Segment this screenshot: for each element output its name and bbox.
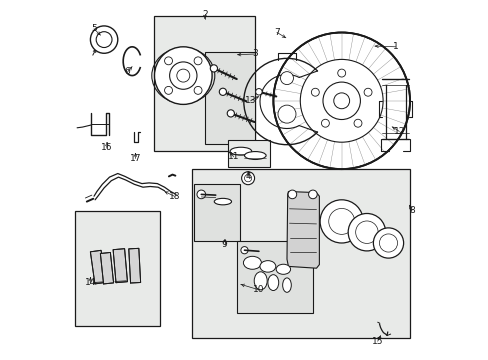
Text: 5: 5	[91, 24, 97, 33]
Circle shape	[320, 200, 363, 243]
Ellipse shape	[214, 198, 231, 205]
Circle shape	[90, 26, 118, 53]
Circle shape	[337, 69, 345, 77]
Circle shape	[379, 234, 397, 252]
Circle shape	[227, 110, 234, 117]
Text: 3: 3	[252, 49, 258, 58]
Ellipse shape	[282, 278, 291, 292]
Circle shape	[164, 57, 172, 65]
Bar	[194, 184, 240, 241]
Circle shape	[273, 32, 409, 169]
Circle shape	[194, 57, 202, 65]
Ellipse shape	[254, 272, 266, 290]
Polygon shape	[128, 248, 141, 283]
Circle shape	[300, 59, 382, 142]
Circle shape	[355, 221, 377, 243]
Circle shape	[308, 190, 317, 199]
Ellipse shape	[276, 264, 290, 274]
Ellipse shape	[267, 275, 278, 291]
Circle shape	[277, 105, 295, 123]
Polygon shape	[286, 192, 319, 268]
Circle shape	[194, 86, 202, 94]
Circle shape	[241, 172, 254, 185]
Bar	[154, 16, 255, 151]
Text: 18: 18	[168, 192, 180, 201]
Circle shape	[154, 47, 212, 104]
Ellipse shape	[244, 152, 265, 159]
Circle shape	[197, 190, 205, 199]
Circle shape	[328, 208, 354, 234]
Circle shape	[287, 190, 296, 199]
Text: 12: 12	[393, 127, 404, 136]
Circle shape	[364, 88, 371, 96]
Circle shape	[321, 119, 329, 127]
Ellipse shape	[260, 261, 275, 272]
Text: 7: 7	[273, 28, 279, 37]
Circle shape	[241, 247, 247, 254]
Text: 14: 14	[84, 278, 96, 287]
Circle shape	[347, 213, 385, 251]
Circle shape	[311, 88, 319, 96]
Text: 9: 9	[222, 240, 227, 249]
Text: 10: 10	[253, 285, 264, 294]
Text: 17: 17	[129, 154, 141, 163]
Text: 4: 4	[245, 172, 250, 181]
Circle shape	[353, 119, 361, 127]
Bar	[75, 211, 160, 326]
Text: 6: 6	[124, 68, 130, 77]
Text: 1: 1	[392, 42, 398, 51]
Circle shape	[219, 88, 226, 95]
Bar	[237, 241, 312, 313]
Bar	[204, 52, 254, 144]
Circle shape	[177, 69, 189, 82]
Circle shape	[373, 228, 403, 258]
Ellipse shape	[230, 147, 251, 155]
Polygon shape	[100, 252, 113, 284]
Circle shape	[169, 62, 197, 89]
Circle shape	[210, 65, 217, 72]
Ellipse shape	[243, 256, 261, 269]
Circle shape	[164, 86, 172, 94]
Polygon shape	[113, 249, 127, 283]
Text: 8: 8	[408, 206, 414, 215]
Circle shape	[96, 32, 112, 48]
Text: 15: 15	[371, 337, 383, 346]
Circle shape	[333, 93, 349, 109]
Circle shape	[322, 82, 360, 120]
Text: 11: 11	[227, 152, 239, 161]
Polygon shape	[90, 250, 105, 284]
Circle shape	[244, 175, 251, 182]
Text: 16: 16	[101, 143, 113, 152]
Bar	[192, 169, 409, 338]
Text: 2: 2	[202, 10, 207, 19]
Circle shape	[280, 72, 293, 85]
Circle shape	[255, 89, 262, 95]
Bar	[228, 140, 269, 167]
Text: 13: 13	[244, 96, 256, 105]
